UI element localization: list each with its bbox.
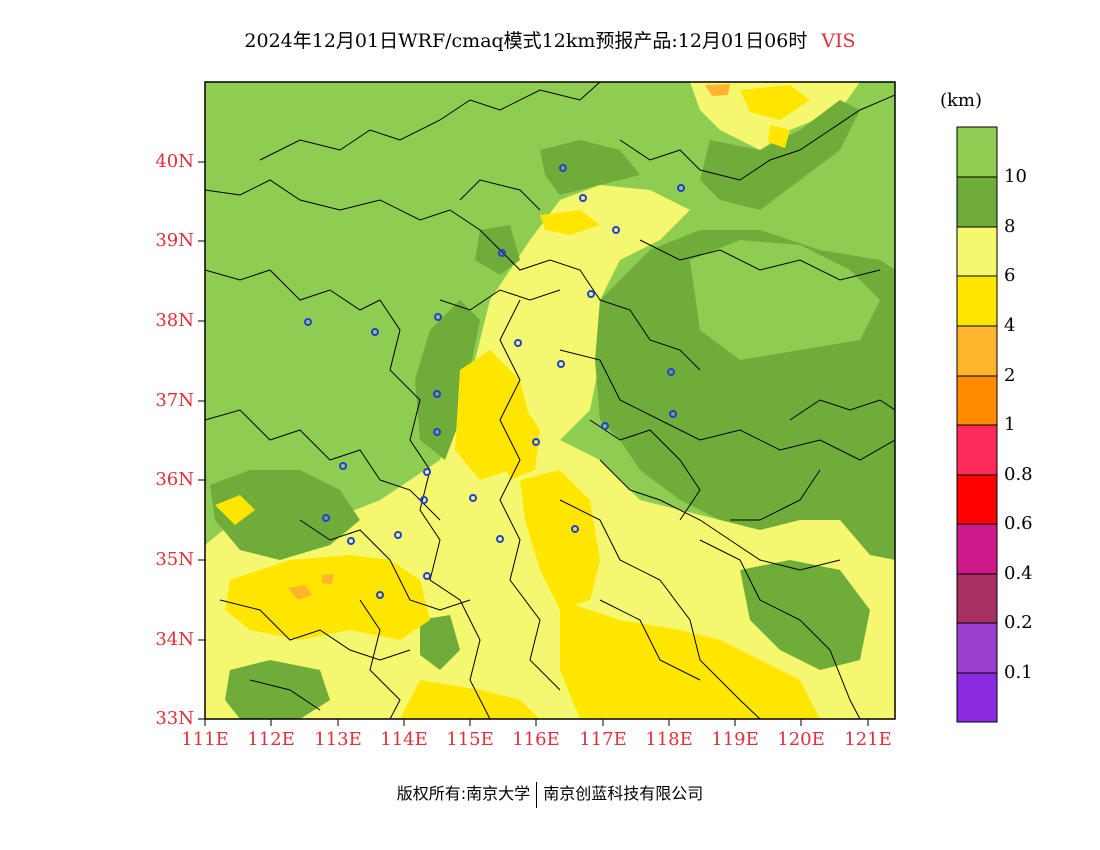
legend-level-10: 10 xyxy=(1004,166,1027,187)
lon-label-119e: 119E xyxy=(711,729,759,750)
colorbar xyxy=(956,126,998,723)
legend-unit: (km) xyxy=(940,90,983,111)
lat-label-34n: 34N xyxy=(155,629,194,650)
legend-level-2: 2 xyxy=(1004,365,1016,386)
legend-level-0-8: 0.8 xyxy=(1004,464,1033,485)
lat-label-38n: 38N xyxy=(155,310,194,331)
lon-label-118e: 118E xyxy=(645,729,693,750)
station-markers xyxy=(304,164,685,599)
axis-ticks xyxy=(198,161,869,726)
lat-label-37n: 37N xyxy=(155,390,194,411)
lat-label-33n: 33N xyxy=(155,708,194,729)
lat-label-40n: 40N xyxy=(155,151,194,172)
legend-level-0-1: 0.1 xyxy=(1004,662,1033,683)
lon-label-117e: 117E xyxy=(579,729,627,750)
lon-label-114e: 114E xyxy=(380,729,428,750)
visibility-field xyxy=(205,82,895,719)
lon-label-111e: 111E xyxy=(181,729,229,750)
copyright-line: 版权所有:南京大学 南京创蓝科技有限公司 xyxy=(0,780,1100,808)
legend-level-8: 8 xyxy=(1004,216,1016,237)
lat-label-35n: 35N xyxy=(155,549,194,570)
legend-level-0-2: 0.2 xyxy=(1004,612,1033,633)
legend-level-1: 1 xyxy=(1004,414,1016,435)
copyright-right: 南京创蓝科技有限公司 xyxy=(543,784,704,803)
map-title: 2024年12月01日WRF/cmaq模式12km预报产品:12月01日06时 V… xyxy=(0,26,1100,53)
lon-label-113e: 113E xyxy=(314,729,362,750)
legend-level-0-4: 0.4 xyxy=(1004,563,1033,584)
lon-label-120e: 120E xyxy=(777,729,825,750)
copyright-left: 版权所有:南京大学 xyxy=(396,784,531,803)
legend-level-4: 4 xyxy=(1004,315,1016,336)
lon-label-112e: 112E xyxy=(247,729,295,750)
copyright-separator xyxy=(536,781,538,808)
lon-label-121e: 121E xyxy=(844,729,892,750)
legend-level-0-6: 0.6 xyxy=(1004,513,1033,534)
lon-label-115e: 115E xyxy=(446,729,494,750)
lat-label-36n: 36N xyxy=(155,469,194,490)
admin-borders xyxy=(205,82,895,719)
title-main: 2024年12月01日WRF/cmaq模式12km预报产品:12月01日06时 xyxy=(244,30,808,52)
legend-level-6: 6 xyxy=(1004,265,1016,286)
lon-label-116e: 116E xyxy=(512,729,560,750)
lat-label-39n: 39N xyxy=(155,230,194,251)
title-variable: VIS xyxy=(821,30,856,52)
